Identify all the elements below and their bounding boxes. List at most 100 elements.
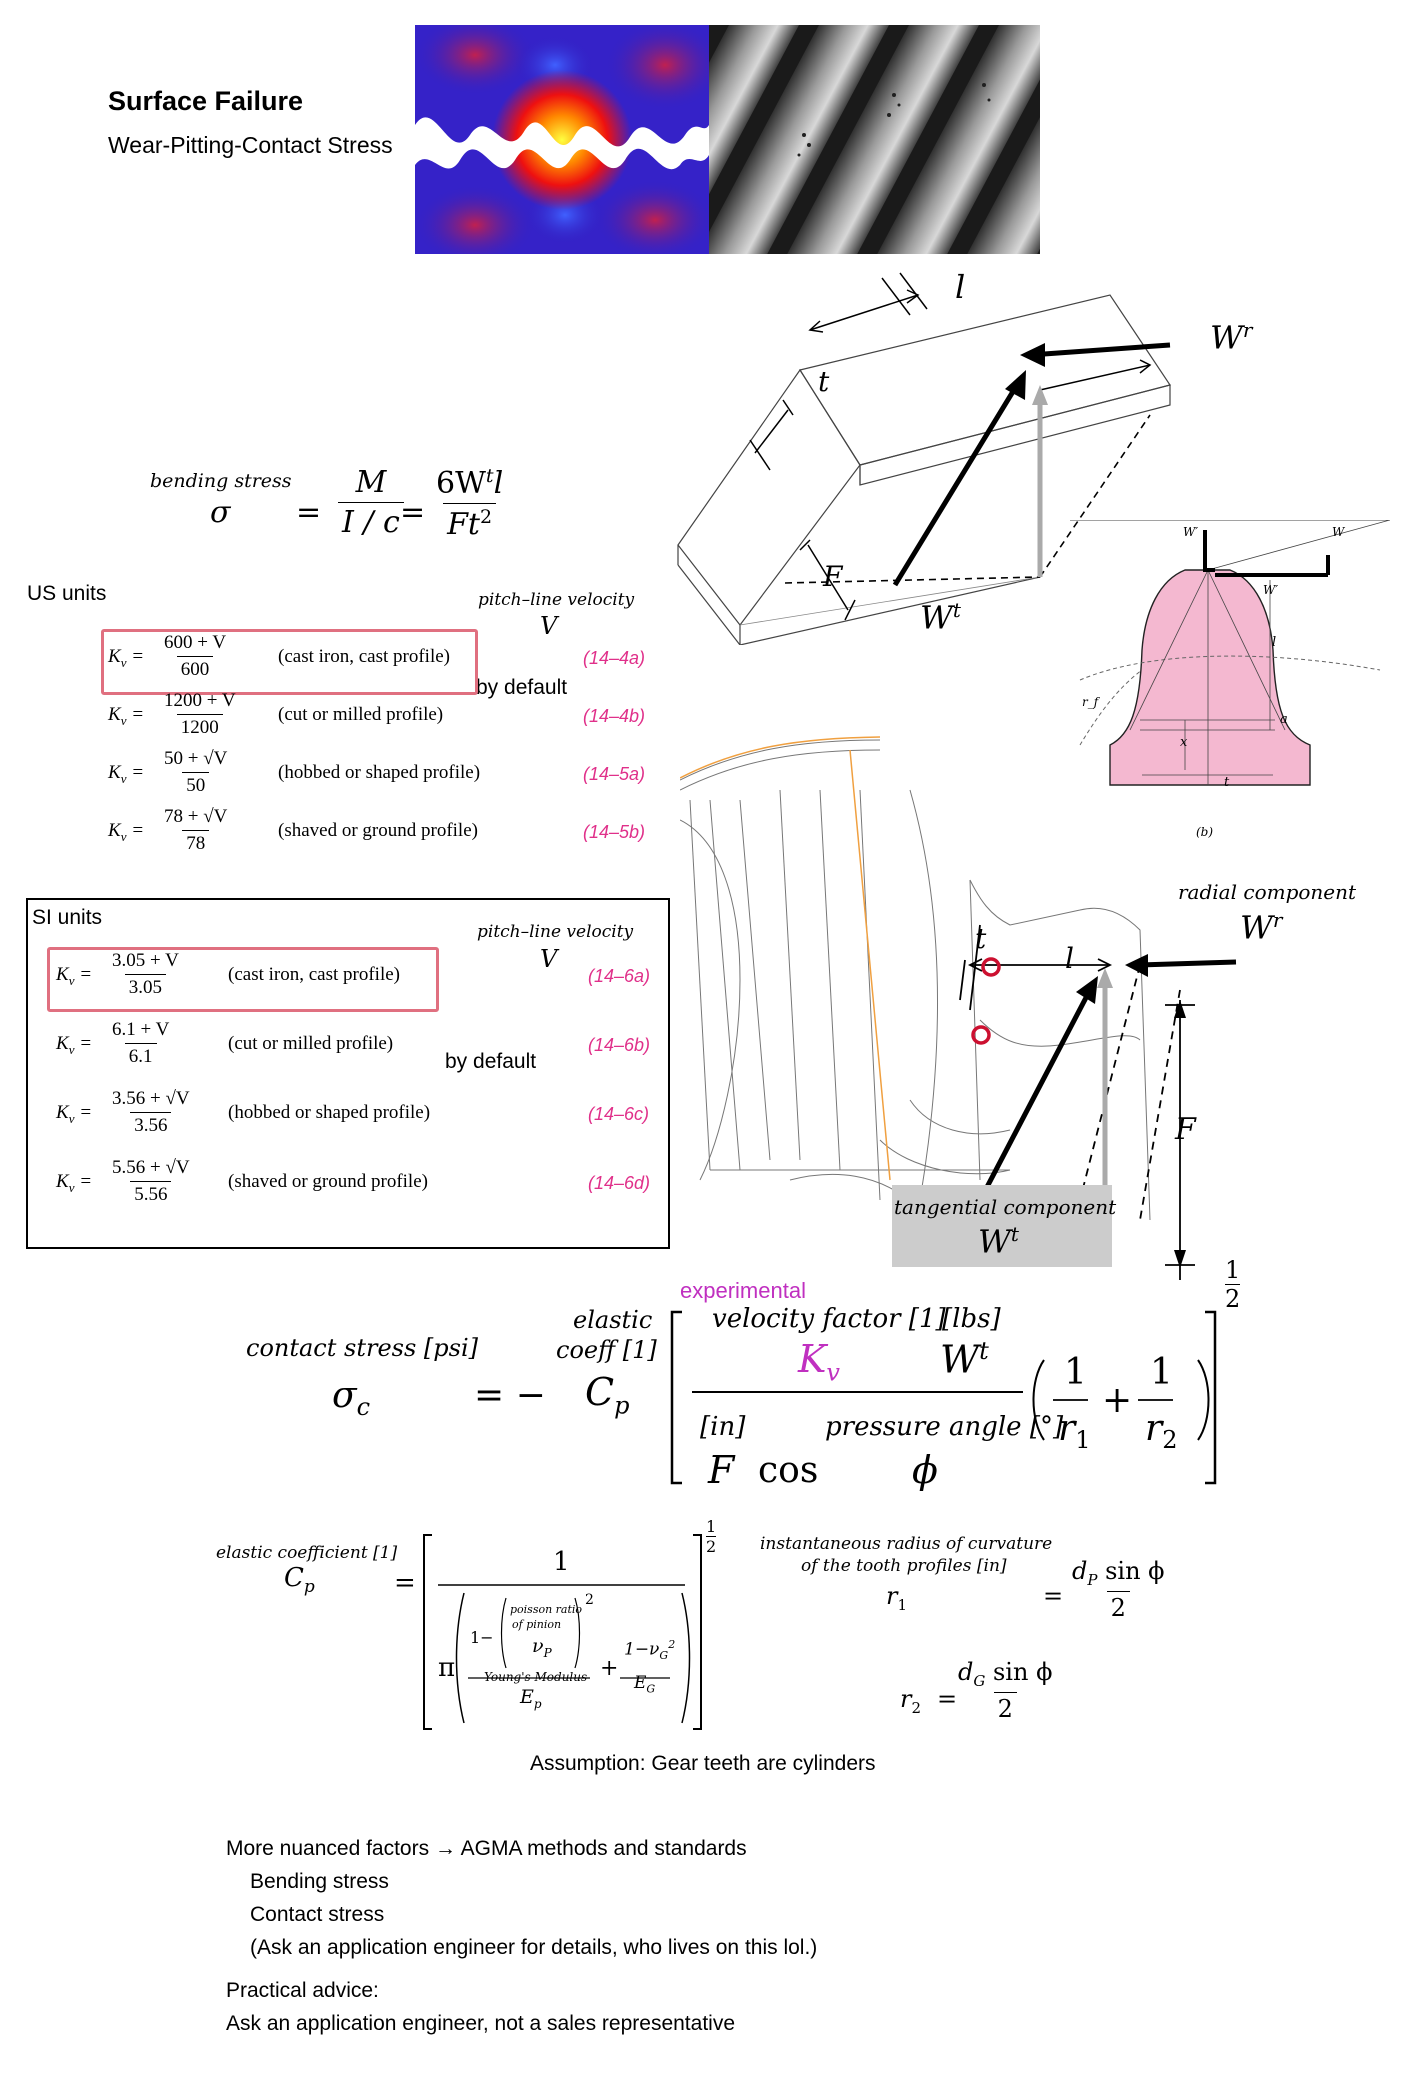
cp-eq-sub: p: [303, 1577, 315, 1598]
radius-eq-2: =: [937, 1685, 958, 1713]
kv-description: (hobbed or shaped profile): [278, 762, 481, 783]
kv-lhs: Kv =: [108, 704, 145, 728]
kv-lhs: Kv =: [56, 1102, 93, 1126]
contact-kv-sym: K: [798, 1337, 827, 1381]
cp-eq-poisson-2: of pinion: [512, 1618, 562, 1631]
kv-num: 3.56 + √V: [112, 1088, 190, 1109]
bending-ic: I / c: [338, 502, 404, 540]
contact-wt-sym: W: [940, 1337, 980, 1382]
gear-f-label: F: [1175, 1112, 1196, 1147]
contact-wt: Wt: [940, 1337, 989, 1382]
kv-row: Kv = 5.56 + √V 5.56 (shaved or ground profi…: [48, 1155, 668, 1213]
experimental-label: experimental: [680, 1278, 806, 1303]
radius-r2-d: d: [958, 1658, 974, 1686]
us-default-highlight: [101, 629, 478, 695]
kv-sub: v: [68, 1110, 75, 1126]
kv-equation-number: (14–6a): [588, 966, 651, 986]
cp-eq-g-den-sub: G: [646, 1682, 656, 1696]
kv-description: (shaved or ground profile): [278, 820, 478, 841]
bending-num-l: l: [493, 466, 504, 501]
cp-label-1: elastic: [573, 1306, 653, 1334]
tangential-component-symbol: Wt: [978, 1222, 1019, 1261]
kv-lhs: Kv =: [108, 762, 145, 786]
kv-k: K: [56, 1102, 69, 1123]
kv-num: 6.1 + V: [112, 1019, 170, 1040]
us-velocity-label: pitch–line velocity: [478, 590, 635, 610]
contact-one-2: 1: [1150, 1352, 1173, 1393]
si-units-label: SI units: [32, 906, 103, 929]
kv-row: Kv = 78 + √V 78 (shaved or ground profile) (…: [100, 804, 660, 862]
kv-fraction: 3.05 + V 3.05: [108, 950, 183, 999]
tooth-t-label: t: [1224, 775, 1230, 790]
cp-eq-g-den-sym: E: [634, 1673, 647, 1693]
cp-eq-nu-p-sub: P: [543, 1645, 552, 1660]
tooth-wr-label: W′: [1183, 525, 1199, 539]
tangential-component-label: tangential component: [894, 1195, 1117, 1219]
radial-w: W: [1240, 908, 1273, 947]
kv-den: 78: [182, 830, 210, 855]
notes-line-2: Bending stress: [250, 1870, 389, 1893]
cp-eq-poisson-1: poisson ratio: [510, 1603, 583, 1616]
contact-cos: cos: [758, 1450, 819, 1491]
radius-label-1: instantaneous radius of curvature: [760, 1534, 1053, 1554]
radius-r2-sub: 2: [911, 1698, 922, 1717]
kv-sub: v: [120, 770, 127, 786]
contact-r2-sym: r: [1145, 1408, 1163, 1449]
kv-num: 1200 + V: [164, 690, 236, 711]
bending-sigma: σ: [210, 495, 231, 530]
kv-den: 3.05: [124, 974, 167, 999]
radius-r1-d-sub: P: [1087, 1570, 1098, 1589]
notes-line-5: Practical advice:: [226, 1979, 379, 2002]
kv-den: 6.1: [124, 1043, 157, 1068]
kv-equation-number: (14–6b): [588, 1035, 651, 1055]
gear-t-label: t: [975, 922, 987, 955]
kv-num: 5.56 + √V: [112, 1157, 190, 1178]
pitted-gear-photo: [607, 25, 1159, 254]
bending-den: Ft: [447, 507, 480, 542]
kv-description: (cut or milled profile): [278, 704, 444, 725]
radius-r1-den: 2: [1106, 1590, 1130, 1622]
cp-eq-one: 1: [553, 1547, 570, 1577]
radial-component-symbol: Wr: [1240, 908, 1282, 947]
pressure-angle-label: pressure angle [°]: [825, 1412, 1064, 1442]
us-by-default: by default: [476, 676, 568, 699]
bending-num-sup: t: [485, 465, 494, 487]
notes-line-6: Ask an application engineer, not a sales…: [226, 2012, 735, 2035]
contact-sigma-sym: σ: [332, 1375, 357, 1416]
lbs-label: [lbs]: [942, 1304, 1001, 1334]
kv-sub: v: [120, 712, 127, 728]
kv-sub: v: [68, 1179, 75, 1195]
contact-wt-sup: t: [979, 1337, 989, 1365]
kv-equation-number: (14–6d): [588, 1173, 651, 1193]
radius-r1-sub: 1: [897, 1595, 908, 1614]
contact-r1-sub: 1: [1075, 1426, 1091, 1455]
kv-description: (hobbed or shaped profile): [228, 1102, 431, 1123]
beam-t-label: t: [818, 365, 830, 398]
kv-num: 3.05 + V: [112, 950, 179, 971]
tooth-l-label: l: [1272, 635, 1277, 650]
cp-eq-exp-num: 1: [706, 1517, 717, 1536]
kv-lhs: Kv =: [108, 820, 145, 844]
radius-r1: r1: [886, 1582, 907, 1614]
contact-one-1: 1: [1064, 1352, 1087, 1393]
kv-fraction: 3.56 + √V 3.56: [108, 1088, 194, 1137]
kv-description: (shaved or ground profile): [228, 1171, 428, 1192]
radius-r1-fraction: dP sin ϕ 2: [1068, 1557, 1169, 1622]
kv-description: (cast iron, cast profile): [278, 646, 450, 667]
fea-contact-stress-image: [415, 15, 725, 265]
kv-k: K: [56, 1171, 69, 1192]
radial-component-label: radial component: [1178, 880, 1357, 904]
gear-mesh-diagram: [679, 700, 1240, 1280]
bending-fraction-m-ic: M I / c: [338, 465, 404, 540]
cp-eq-exponent: 1 2: [706, 1517, 717, 1556]
cp-eq-label: elastic coefficient [1]: [216, 1543, 398, 1563]
contact-cp-sym: C: [585, 1370, 615, 1414]
kv-row: Kv = 3.56 + √V 3.56 (hobbed or shaped profi…: [48, 1086, 668, 1144]
contact-sigma: σc: [332, 1375, 370, 1421]
us-velocity-symbol: V: [540, 612, 558, 640]
us-units-label: US units: [27, 582, 107, 605]
contact-r1: r1: [1058, 1408, 1091, 1454]
kv-k: K: [108, 646, 121, 667]
contact-f: F: [708, 1448, 735, 1492]
kv-k: K: [56, 964, 69, 985]
